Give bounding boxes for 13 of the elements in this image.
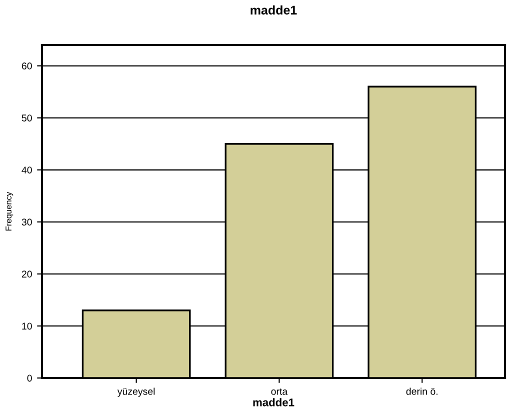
x-tick-label: yüzeysel xyxy=(117,388,155,397)
x-tick-label: orta xyxy=(271,388,288,395)
y-tick-label: 30 xyxy=(22,218,32,226)
y-tick-label: 0 xyxy=(27,374,32,382)
x-axis-title: madde1 xyxy=(253,398,294,406)
y-tick-label: 10 xyxy=(22,322,32,330)
chart-title: madde1 xyxy=(250,5,297,15)
x-tick-label: derin ö. xyxy=(406,388,438,395)
y-tick-label: 40 xyxy=(22,166,32,174)
y-tick-label: 60 xyxy=(22,62,32,70)
y-tick-label: 20 xyxy=(22,270,32,278)
y-tick-label: 50 xyxy=(22,114,32,122)
y-axis-title: Frequency xyxy=(6,192,14,230)
